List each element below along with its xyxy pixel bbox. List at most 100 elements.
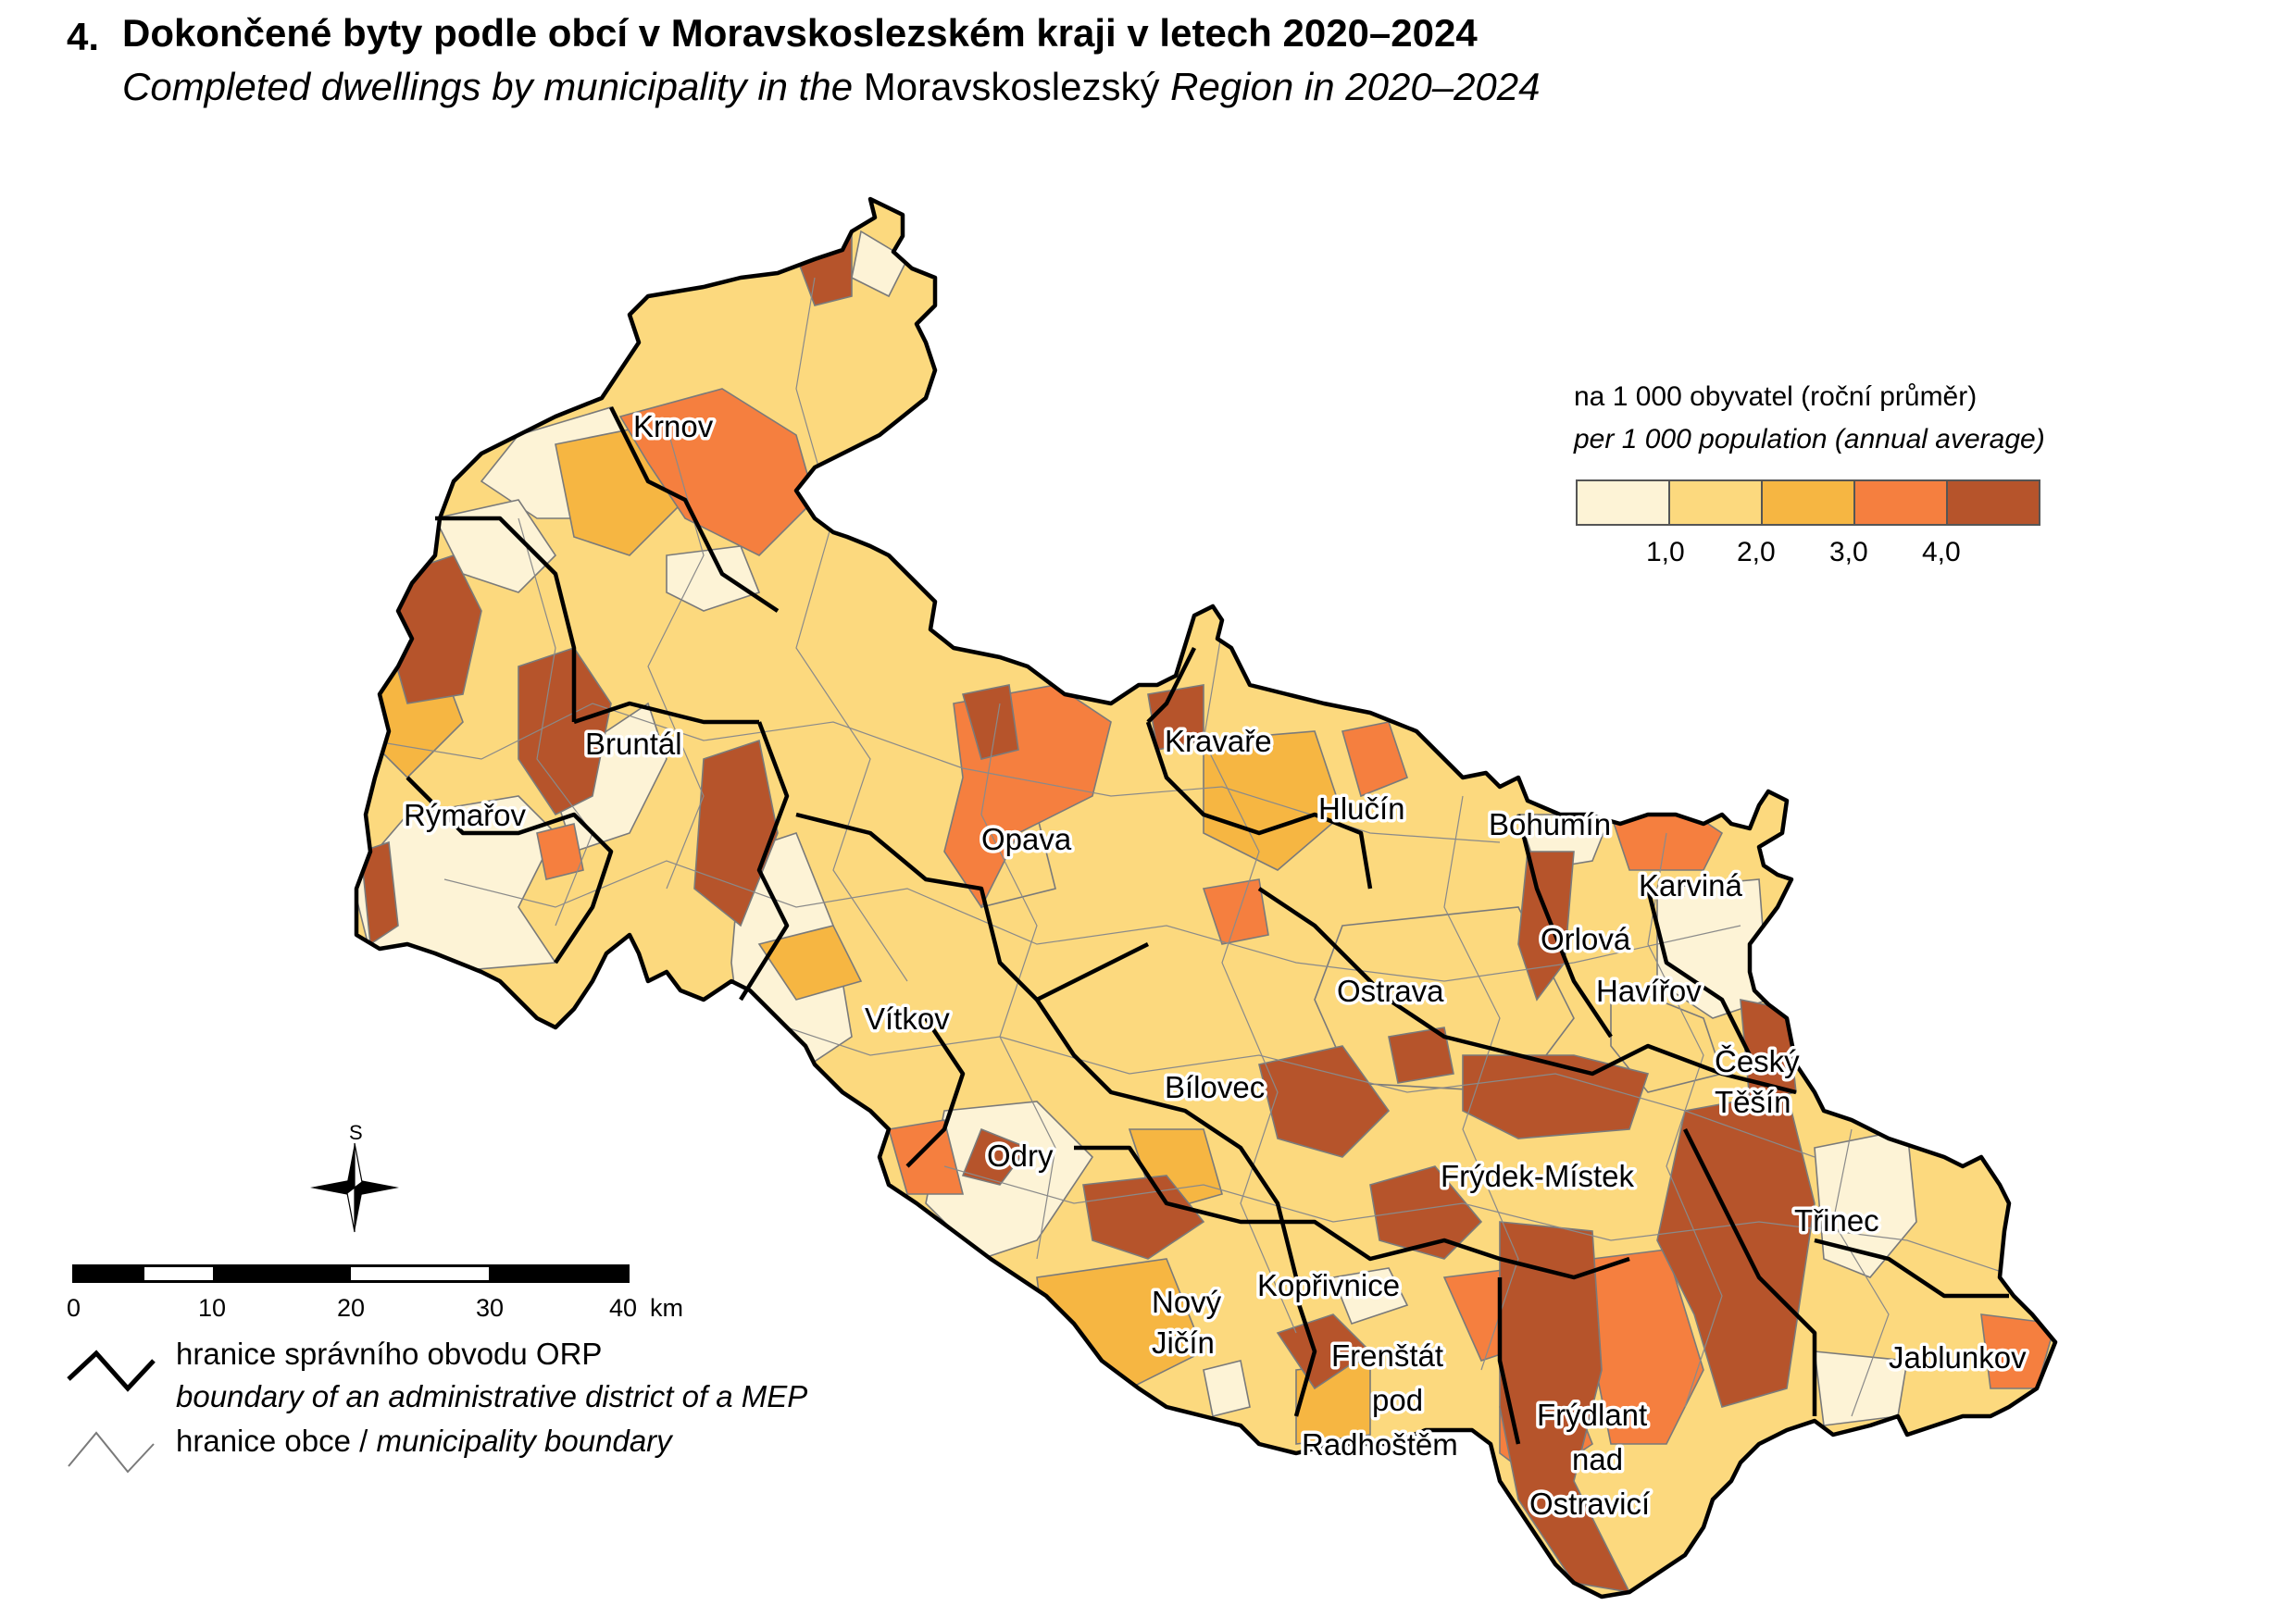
orp-boundary-6 — [1516, 814, 1613, 1039]
orp-boundary-15 — [608, 405, 780, 613]
legend-swatch-4 — [1855, 481, 1948, 524]
patch-5r — [961, 1127, 1029, 1186]
town-label-frydek-mistek: Frýdek-Místek — [1441, 1159, 1635, 1193]
town-label-koprivnice: Kopřivnice — [1257, 1268, 1400, 1302]
orp-boundary-12 — [1682, 1127, 1817, 1416]
figure-number: 4. — [67, 15, 100, 58]
orp-boundary-1 — [739, 721, 790, 1002]
patch-5j — [1369, 1165, 1483, 1260]
compass-needle-east — [355, 1180, 399, 1195]
scale-tick-0: 0 — [67, 1294, 81, 1322]
scale-bar-segment-3 — [489, 1267, 627, 1280]
town-label-bohumin: Bohumín — [1489, 807, 1611, 841]
orp-boundary-2 — [573, 701, 759, 725]
municipality-boundary-5 — [518, 517, 593, 927]
legend-orp-en-text: boundary of an administrative district o… — [176, 1379, 808, 1413]
town-label-bilovec: Bílovec — [1165, 1070, 1265, 1104]
orp-boundary-7 — [1645, 888, 1762, 1076]
patch-1h — [925, 1101, 1094, 1260]
legend-break-1: 1,0 — [1646, 537, 1685, 567]
compass-needle-west — [310, 1180, 355, 1195]
town-label-orlova: Orlová — [1541, 922, 1631, 956]
orp-boundary-5 — [1257, 887, 1797, 1095]
legend-orp-cz: hranice správního obvodu ORP — [176, 1337, 603, 1371]
compass-rose-icon: S — [310, 1121, 399, 1233]
patch-1d — [666, 545, 761, 612]
patch-4h — [1202, 878, 1269, 945]
compass-needle-north-highlight — [354, 1142, 363, 1189]
town-labels: Krnov Bruntál Rýmařov Opava Kravaře Hluč… — [401, 406, 2030, 1525]
patch-3f — [757, 925, 863, 1001]
scale-tick-40: 40 — [609, 1294, 638, 1322]
town-label-bruntal: Bruntál — [585, 727, 682, 761]
municipality-boundary-2 — [443, 860, 1741, 982]
patch-4f — [1341, 721, 1408, 798]
legend-municipality: hranice obce / municipality boundary — [176, 1424, 672, 1459]
town-label-jablunkov: Jablunkov — [1889, 1340, 2027, 1375]
town-label-frenstat-1: Frenštát — [1331, 1338, 1443, 1373]
patch-5q — [1388, 1027, 1454, 1084]
legend-title-cz: na 1 000 obyvatel (roční průměr) — [1574, 381, 1978, 412]
town-label-rymarov: Rýmařov — [404, 798, 527, 832]
town-label-kravare: Kravaře — [1165, 724, 1272, 758]
legend-orp-en: boundary of an administrative district o… — [176, 1379, 807, 1414]
orp-boundary-3 — [795, 812, 1150, 1002]
legend-municipality-en: municipality boundary — [376, 1424, 672, 1458]
municipality-boundary-10 — [1443, 795, 1519, 1371]
orp-boundary-11 — [1497, 1277, 1521, 1445]
municipality-patches — [356, 221, 2055, 1594]
title-en-part-2: Region in 2020–2024 — [1170, 65, 1541, 108]
orp-boundaries — [356, 199, 2055, 1597]
municipality-boundary-legend-icon — [68, 1431, 155, 1474]
patch-5i — [1517, 851, 1575, 1002]
scale-bar — [72, 1264, 630, 1283]
town-label-hlucin: Hlučín — [1318, 791, 1405, 826]
town-label-karvina: Karviná — [1639, 868, 1743, 902]
town-label-ostrava: Ostrava — [1337, 974, 1444, 1008]
town-label-cesky-tesin-1: Český — [1715, 1044, 1800, 1078]
municipality-boundary-12 — [1832, 1128, 1890, 1417]
title-en-region: Moravskoslezský — [863, 65, 1160, 108]
scale-unit: km — [650, 1294, 683, 1322]
patch-5h — [1656, 1091, 1816, 1408]
patch-1e — [851, 230, 909, 298]
town-label-krnov: Krnov — [633, 409, 714, 443]
patch-4k — [536, 823, 584, 880]
orp-boundary-legend-icon — [67, 1350, 156, 1392]
scale-tick-20: 20 — [337, 1294, 366, 1322]
legend-break-3: 3,0 — [1829, 537, 1868, 567]
legend-swatch-2 — [1670, 481, 1763, 524]
town-label-opava: Opava — [981, 822, 1072, 856]
legend-swatch-5 — [1948, 481, 2039, 524]
legend-swatch-1 — [1578, 481, 1670, 524]
orp-boundary-17 — [905, 1016, 966, 1168]
patch-3c — [1203, 730, 1343, 871]
town-label-cesky-tesin-2: Těšín — [1715, 1085, 1791, 1119]
municipality-boundary-3 — [758, 1017, 1816, 1158]
orp-boundary-18 — [1146, 646, 1197, 724]
orp-boundary-16 — [406, 776, 614, 965]
patch-5l — [1258, 1045, 1391, 1158]
legend-break-4: 4,0 — [1922, 537, 1961, 567]
municipality-boundary-9 — [1203, 629, 1297, 1334]
patch-5f — [1462, 1054, 1650, 1139]
municipality-boundary-4 — [943, 1165, 2019, 1278]
patch-1k — [1656, 878, 1769, 1019]
town-label-novy-jicin-2: Jičín — [1152, 1326, 1215, 1360]
title-en-part-1: Completed dwellings by municipality in t… — [122, 65, 854, 108]
compass-north-label: S — [349, 1121, 363, 1144]
orp-boundary-13 — [1814, 1238, 2009, 1299]
town-label-frydlant-3: Ostravicí — [1529, 1487, 1650, 1521]
legend-color-scale — [1576, 479, 2040, 526]
town-label-havirov: Havířov — [1596, 974, 1702, 1008]
town-label-frenstat-3: Radhoštěm — [1302, 1427, 1458, 1462]
scale-tick-30: 30 — [476, 1294, 505, 1322]
legend-title-en: per 1 000 population (annual average) — [1574, 424, 2045, 454]
town-label-frydlant-2: nad — [1572, 1442, 1623, 1476]
town-label-frenstat-2: pod — [1372, 1383, 1423, 1417]
map-title-cz: Dokončené byty podle obcí v Moravskoslez… — [122, 11, 1478, 55]
map-title-en: Completed dwellings by municipality in t… — [122, 65, 1541, 109]
municipality-boundary-7 — [795, 277, 908, 982]
orp-boundary-10 — [1293, 1295, 1317, 1417]
